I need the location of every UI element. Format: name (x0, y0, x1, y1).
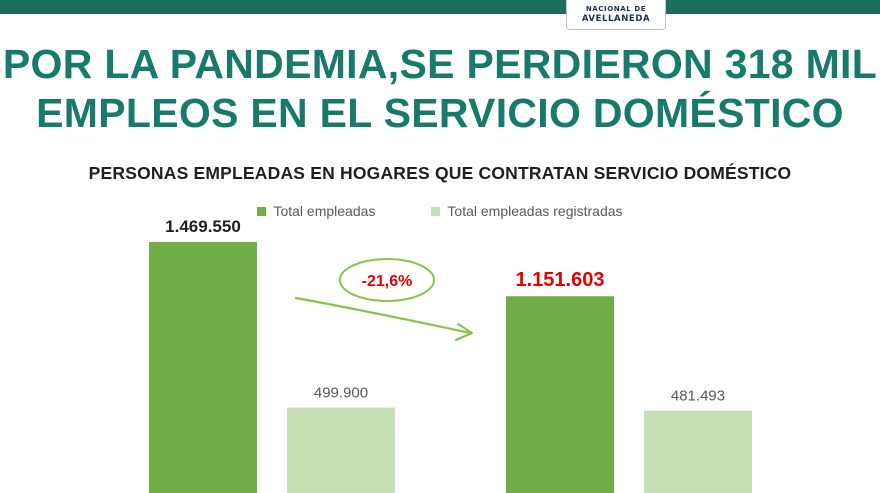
legend-item-registered: Total empleadas registradas (431, 203, 623, 219)
headline-line1: POR LA PANDEMIA,SE PERDIERON 318 MIL (2, 41, 878, 87)
logo-text-line1: NACIONAL DE (585, 5, 647, 13)
legend-item-total: Total empleadas (257, 203, 375, 219)
bar-total-2 (506, 296, 614, 493)
headline: POR LA PANDEMIA,SE PERDIERON 318 MIL EMP… (0, 40, 880, 138)
arrowhead-icon (454, 322, 474, 342)
legend-label-registered: Total empleadas registradas (447, 203, 623, 219)
annotation-group: -21,6% (294, 258, 474, 342)
data-label-total-1: 1.469.550 (165, 217, 241, 236)
bars-group (149, 241, 752, 493)
logo-text-line2: AVELLANEDA (581, 14, 651, 24)
chart-title: PERSONAS EMPLEADAS EN HOGARES QUE CONTRA… (88, 163, 792, 183)
trend-arrow-icon (294, 296, 472, 335)
legend-swatch-registered (431, 206, 441, 216)
data-label-registered-2: 481.493 (671, 388, 725, 405)
bar-registered-2 (644, 410, 752, 493)
university-logo: NACIONAL DE AVELLANEDA (566, 0, 666, 30)
chart-legend: Total empleadas Total empleadas registra… (0, 203, 880, 219)
bar-registered-1 (287, 407, 395, 493)
headline-line2: EMPLEOS EN EL SERVICIO DOMÉSTICO (36, 90, 844, 136)
legend-label-total: Total empleadas (273, 203, 376, 219)
bar-total-1 (149, 241, 257, 493)
bar-labels-group: 1.469.550 1.151.603 499.900 481.493 (165, 217, 725, 405)
annotation-percent: -21,6% (362, 273, 413, 290)
data-label-total-2: 1.151.603 (516, 269, 605, 291)
legend-swatch-total (257, 206, 267, 216)
annotation-circle-icon (339, 258, 435, 302)
data-label-registered-1: 499.900 (314, 385, 368, 402)
